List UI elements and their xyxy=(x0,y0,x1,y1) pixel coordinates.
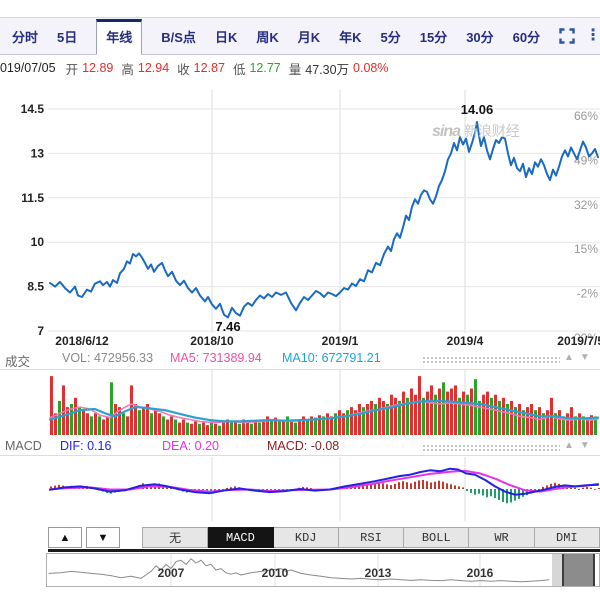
volume-pane-collapse-buttons[interactable]: ▲▼ xyxy=(564,352,596,363)
volume-pane-title: 成交 xyxy=(5,355,31,369)
macd-chart xyxy=(0,455,600,523)
field-value-量: 47.30万 xyxy=(305,62,350,77)
history-navigator: 2007 2010 2013 2016 xyxy=(46,553,600,587)
x-axis-label: 2019/7/5 xyxy=(557,334,600,348)
volume-pane-header: 成交 VOL: 472956.33 MA5: 731389.94 MA10: 6… xyxy=(0,351,600,369)
field-value-低: 12.77 xyxy=(249,61,281,75)
tab-分时[interactable]: 分时 xyxy=(12,29,39,45)
tab-周K[interactable]: 周K xyxy=(256,29,279,45)
tab-30分[interactable]: 30分 xyxy=(466,29,494,45)
tab-年K[interactable]: 年K xyxy=(339,29,362,45)
pct-axis-label: 32% xyxy=(574,198,598,212)
top-divider xyxy=(0,0,600,18)
y-axis-label: 8.5 xyxy=(27,280,44,294)
indicator-up-button[interactable]: ▲ xyxy=(48,527,82,548)
change-percent: 0.08% xyxy=(353,61,389,75)
volume-chart xyxy=(0,369,600,438)
field-label-量: 量 xyxy=(288,62,302,77)
pane-resize-bar[interactable] xyxy=(48,549,600,552)
volume-ma10-value: MA10: 672791.21 xyxy=(282,351,381,365)
navigator-slider-thumb[interactable] xyxy=(562,554,595,586)
y-axis-label: 7 xyxy=(37,324,44,336)
x-axis-label: 2019/4 xyxy=(446,334,484,348)
pct-axis-label: 15% xyxy=(574,242,598,256)
x-axis-label: 2019/1 xyxy=(321,334,359,348)
tab-月K[interactable]: 月K xyxy=(297,29,321,45)
tab-年线[interactable]: 年线 xyxy=(96,19,143,55)
indicator-button-DMI[interactable]: DMI xyxy=(534,527,600,548)
navigator-year-label: 2010 xyxy=(261,566,289,580)
pct-axis-label: -2% xyxy=(577,287,599,301)
period-tabbar: 分时 5日 年线 B/S点 日K 周K 月K 年K 5分 15分 30分 60分 ⋮ xyxy=(0,18,600,55)
tab-60分[interactable]: 60分 xyxy=(512,29,541,45)
indicator-toolbar: ▲ ▼ 无 MACD KDJ RSI BOLL WR DMI xyxy=(48,527,600,548)
macd-pane-collapse-buttons[interactable]: ▲▼ xyxy=(564,440,596,451)
indicator-button-MACD[interactable]: MACD xyxy=(208,527,274,548)
indicator-down-button[interactable]: ▼ xyxy=(86,527,120,548)
navigator-chart xyxy=(48,554,550,586)
tab-15分[interactable]: 15分 xyxy=(419,29,448,45)
indicator-button-RSI[interactable]: RSI xyxy=(338,527,405,548)
tab-5日[interactable]: 5日 xyxy=(57,29,78,45)
field-label-高: 高 xyxy=(121,62,134,77)
tab-日K[interactable]: 日K xyxy=(214,29,238,45)
volume-ma5-value: MA5: 731389.94 xyxy=(170,351,262,365)
volume-pane-drag-handle[interactable] xyxy=(422,356,560,364)
pct-axis-label: 66% xyxy=(574,109,598,123)
indicator-button-KDJ[interactable]: KDJ xyxy=(273,527,339,548)
tab-5分[interactable]: 5分 xyxy=(380,29,401,45)
sina-watermark: sina 新浪财经 xyxy=(432,121,520,141)
x-axis-label: 2018/6/12 xyxy=(55,334,109,348)
field-value-高: 12.94 xyxy=(137,61,170,75)
watermark-text: 新浪财经 xyxy=(463,123,520,139)
kebab-menu-icon[interactable]: ⋮ xyxy=(585,27,600,44)
quote-date: 2019/07/05 xyxy=(0,61,56,75)
navigator-year-label: 2013 xyxy=(364,566,392,580)
macd-value: MACD: -0.08 xyxy=(267,439,340,453)
tabbar-icons: ⋮ xyxy=(559,28,600,44)
y-axis-label: 10 xyxy=(31,235,45,249)
field-label-低: 低 xyxy=(232,62,246,77)
field-label-收: 收 xyxy=(177,62,190,77)
x-axis-label: 2018/10 xyxy=(190,334,234,348)
main-price-chart: 14.5 66% 13 49% 11.5 32% 10 15% 8.5 -2% 7 -20% 14.06… xyxy=(0,84,600,336)
sina-logo: sina xyxy=(432,123,461,140)
macd-pane-header: MACD DIF: 0.16 DEA: 0.20 MACD: -0.08 ▲▼ xyxy=(0,439,600,456)
indicator-button-BOLL[interactable]: BOLL xyxy=(404,527,470,548)
field-value-收: 12.87 xyxy=(193,61,225,75)
quote-info-bar: 2019/07/05 开12.89 高12.94 收12.87 低12.77 量47.30… xyxy=(0,58,593,78)
macd-pane-drag-handle[interactable] xyxy=(422,444,560,452)
navigator-year-label: 2007 xyxy=(157,566,185,580)
indicator-buttons: 无 MACD KDJ RSI BOLL WR DMI xyxy=(142,527,600,548)
macd-pane-title: MACD xyxy=(5,439,42,453)
pct-axis-label: -20% xyxy=(570,331,598,336)
pct-axis-label: 49% xyxy=(574,153,598,167)
y-axis-label: 13 xyxy=(31,146,45,160)
volume-value: VOL: 472956.33 xyxy=(62,351,154,365)
price-annotation: 14.06 xyxy=(461,102,494,117)
y-axis-label: 14.5 xyxy=(21,102,45,116)
price-annotation: 7.46 xyxy=(215,319,240,334)
fullscreen-icon[interactable] xyxy=(559,28,575,44)
main-chart-x-axis: 2018/6/12 2018/10 2019/1 2019/4 2019/7/5 xyxy=(0,334,600,349)
field-value-开: 12.89 xyxy=(82,61,114,75)
macd-dif-value: DIF: 0.16 xyxy=(60,439,112,453)
y-axis-label: 11.5 xyxy=(21,191,44,205)
field-label-开: 开 xyxy=(65,62,79,77)
navigator-year-label: 2016 xyxy=(466,566,494,580)
indicator-button-无[interactable]: 无 xyxy=(142,527,209,548)
tab-B/S点[interactable]: B/S点 xyxy=(161,29,196,45)
indicator-button-WR[interactable]: WR xyxy=(469,527,535,548)
macd-dea-value: DEA: 0.20 xyxy=(162,439,219,453)
navigator-track[interactable] xyxy=(552,554,562,586)
